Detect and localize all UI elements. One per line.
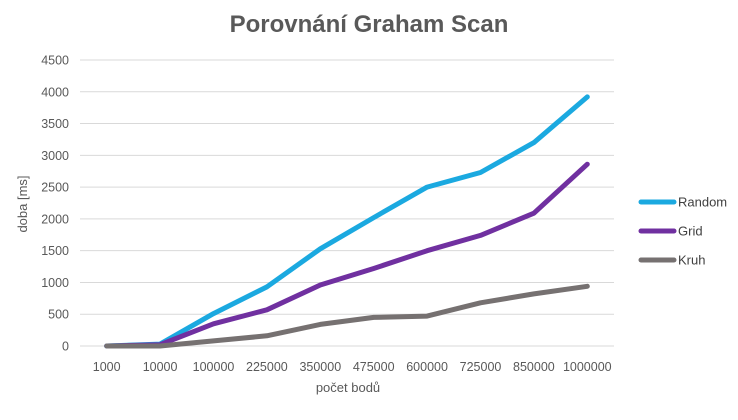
legend-label: Kruh	[678, 253, 705, 268]
x-tick-label: 100000	[193, 360, 235, 374]
x-tick-label: 850000	[513, 360, 555, 374]
series-line-grid	[104, 161, 590, 349]
y-tick-label: 4500	[41, 54, 69, 68]
x-axis-ticks: 1000 10000 100000 225000 350000 475000 600000 7…	[93, 360, 612, 374]
y-tick-label: 2500	[41, 181, 69, 195]
x-tick-label: 1000000	[563, 360, 612, 374]
y-tick-label: 4000	[41, 85, 69, 99]
gridlines	[80, 59, 614, 347]
x-tick-label: 1000	[93, 360, 121, 374]
y-tick-label: 2000	[41, 212, 69, 226]
x-tick-label: 225000	[246, 360, 288, 374]
y-tick-label: 3000	[41, 149, 69, 163]
legend-label: Grid	[678, 224, 703, 239]
x-tick-label: 475000	[353, 360, 395, 374]
series-line-random	[104, 94, 590, 349]
legend-label: Random	[678, 195, 727, 210]
x-tick-label: 600000	[406, 360, 448, 374]
y-axis-title: doba [ms]	[15, 175, 30, 232]
y-tick-label: 1000	[41, 276, 69, 290]
y-tick-label: 0	[62, 340, 69, 354]
series-lines	[104, 94, 590, 349]
x-tick-label: 10000	[143, 360, 178, 374]
y-tick-label: 500	[48, 308, 69, 322]
y-tick-label: 1500	[41, 244, 69, 258]
chart-title: Porovnání Graham Scan	[230, 11, 509, 38]
x-tick-label: 350000	[299, 360, 341, 374]
legend: Random Grid Kruh	[638, 195, 727, 268]
x-tick-label: 725000	[460, 360, 502, 374]
y-tick-label: 3500	[41, 117, 69, 131]
y-axis-ticks: 0 500 1000 1500 2000 2500 3000 3500 4000 4500	[41, 54, 69, 354]
x-axis-title: počet bodů	[316, 380, 380, 395]
series-line-kruh	[104, 283, 590, 349]
